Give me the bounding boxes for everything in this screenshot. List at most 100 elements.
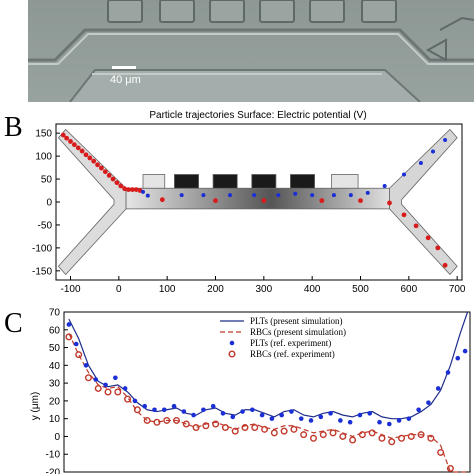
y-tick-label: -10 bbox=[46, 450, 61, 461]
x-tick-label: 0 bbox=[116, 284, 122, 295]
trajectory-point bbox=[293, 191, 298, 196]
y-tick-label: -150 bbox=[32, 266, 52, 277]
x-tick-label: -100 bbox=[60, 284, 80, 295]
plts-experiment-point bbox=[445, 370, 451, 375]
panel-a-micrograph: 40 μm bbox=[0, 0, 474, 102]
legend-swatch bbox=[229, 340, 235, 346]
rbcs-experiment-point bbox=[221, 424, 229, 432]
plts-experiment-point bbox=[220, 411, 226, 416]
trajectory-point bbox=[122, 186, 128, 192]
trajectory-point bbox=[71, 142, 77, 148]
rbcs-experiment-point bbox=[212, 420, 220, 428]
plts-experiment-point bbox=[113, 375, 118, 381]
rbcs-experiment-point bbox=[143, 416, 151, 424]
rbcs-experiment-point bbox=[270, 429, 278, 437]
rbcs-experiment-point bbox=[241, 424, 249, 432]
x-tick-label: 200 bbox=[207, 284, 224, 295]
rbcs-experiment-point bbox=[378, 434, 386, 442]
x-tick-label: 300 bbox=[255, 284, 272, 295]
rbcs-experiment-point bbox=[319, 431, 327, 439]
rbcs-experiment-point bbox=[192, 424, 200, 432]
rbcs-experiment-point bbox=[173, 416, 181, 424]
plts-experiment-point bbox=[171, 403, 177, 409]
plts-experiment-point bbox=[347, 419, 353, 425]
y-tick-label: 30 bbox=[49, 379, 61, 390]
electrode-well bbox=[290, 174, 315, 189]
rbcs-experiment-point bbox=[124, 395, 132, 403]
rbcs-experiment-point bbox=[398, 434, 406, 442]
trajectory-point bbox=[331, 193, 336, 198]
plts-experiment-point bbox=[142, 403, 148, 409]
panel-b-trajectory-chart: B Particle trajectories Surface: Electri… bbox=[0, 102, 474, 298]
trajectory-point bbox=[358, 198, 363, 204]
rbcs-experiment-point bbox=[300, 431, 308, 439]
plts-experiment-point bbox=[289, 409, 294, 414]
rbcs-experiment-point bbox=[182, 420, 190, 428]
y-tick-label: 0 bbox=[46, 198, 52, 209]
trajectory-point bbox=[348, 193, 353, 198]
trajectory-point bbox=[387, 200, 392, 206]
rbcs-experiment-point bbox=[251, 424, 259, 432]
plts-experiment-point bbox=[416, 407, 421, 413]
outlet-branches bbox=[389, 128, 458, 276]
trajectory-point bbox=[114, 180, 120, 186]
plts-experiment-point bbox=[426, 400, 431, 405]
rbcs-experiment-point bbox=[437, 448, 445, 456]
rbcs-experiment-point bbox=[163, 416, 171, 424]
rbcs-experiment-point bbox=[349, 436, 357, 444]
rbcs-experiment-point bbox=[133, 406, 141, 414]
plts-experiment-point bbox=[181, 409, 187, 414]
trajectory-point bbox=[64, 135, 70, 141]
electrode-well bbox=[251, 174, 277, 189]
trajectory-point bbox=[413, 223, 419, 229]
trajectory-point bbox=[141, 189, 145, 194]
main-channel bbox=[125, 187, 390, 210]
trajectory-point bbox=[126, 187, 131, 193]
trajectory-point bbox=[228, 193, 232, 198]
legend-entry: PLTs (present simulation) bbox=[250, 316, 343, 326]
trajectory-point bbox=[276, 193, 281, 198]
trajectory-point bbox=[382, 183, 387, 188]
rbcs-experiment-point bbox=[427, 434, 435, 442]
rbcs-experiment-point bbox=[309, 434, 317, 442]
plts-experiment-point bbox=[298, 416, 304, 421]
trajectory-point bbox=[418, 161, 423, 165]
trajectory-point bbox=[106, 172, 112, 178]
chart-b-title: Particle trajectories Surface: Electric … bbox=[149, 110, 366, 121]
trajectory-point bbox=[79, 148, 85, 154]
trajectory-point bbox=[261, 198, 267, 204]
plts-experiment-point bbox=[83, 363, 89, 368]
legend-entry: PLTs (ref. experiment) bbox=[250, 338, 331, 348]
panel-c-profile-chart: C y (μm) 70 60 50 40 30 20 10 0 -10 -20 PLTs (pre… bbox=[0, 298, 474, 474]
chart-c-svg: C y (μm) 70 60 50 40 30 20 10 0 -10 -20 PLTs (pre… bbox=[4, 308, 471, 474]
trajectory-point bbox=[60, 132, 66, 138]
trajectory-point bbox=[443, 138, 448, 143]
trajectory-point bbox=[87, 155, 93, 161]
trajectory-point bbox=[91, 158, 97, 164]
plts-experiment-point bbox=[250, 407, 255, 413]
legend-swatch bbox=[228, 350, 236, 358]
x-tick-label: 500 bbox=[352, 284, 369, 295]
chart-b-svg: B Particle trajectories Surface: Electri… bbox=[4, 110, 466, 295]
y-tick-label: 20 bbox=[49, 396, 61, 407]
panel-c-label: C bbox=[4, 308, 23, 339]
plts-experiment-point bbox=[396, 418, 402, 423]
plts-experiment-point bbox=[240, 409, 245, 414]
y-tick-label: 50 bbox=[49, 343, 61, 354]
trajectory-point bbox=[425, 235, 431, 241]
y-tick-label: 150 bbox=[35, 129, 52, 140]
y-tick-label: -50 bbox=[38, 220, 53, 231]
plts-experiment-point bbox=[161, 407, 167, 413]
y-tick-label: 10 bbox=[49, 414, 61, 425]
trajectory-point bbox=[252, 193, 257, 198]
chart-c-ylabel: y (μm) bbox=[30, 392, 41, 421]
x-tick-label: 100 bbox=[159, 284, 176, 295]
plts-experiment-point bbox=[386, 421, 392, 427]
plts-experiment-point bbox=[201, 407, 206, 413]
scale-bar-label: 40 μm bbox=[110, 74, 141, 86]
plts-experiment-point bbox=[230, 414, 236, 420]
x-tick-label: 600 bbox=[400, 284, 417, 295]
panel-b-label: B bbox=[4, 112, 23, 143]
rbcs-experiment-point bbox=[417, 431, 425, 439]
rbcs-experiment-point bbox=[231, 427, 239, 435]
